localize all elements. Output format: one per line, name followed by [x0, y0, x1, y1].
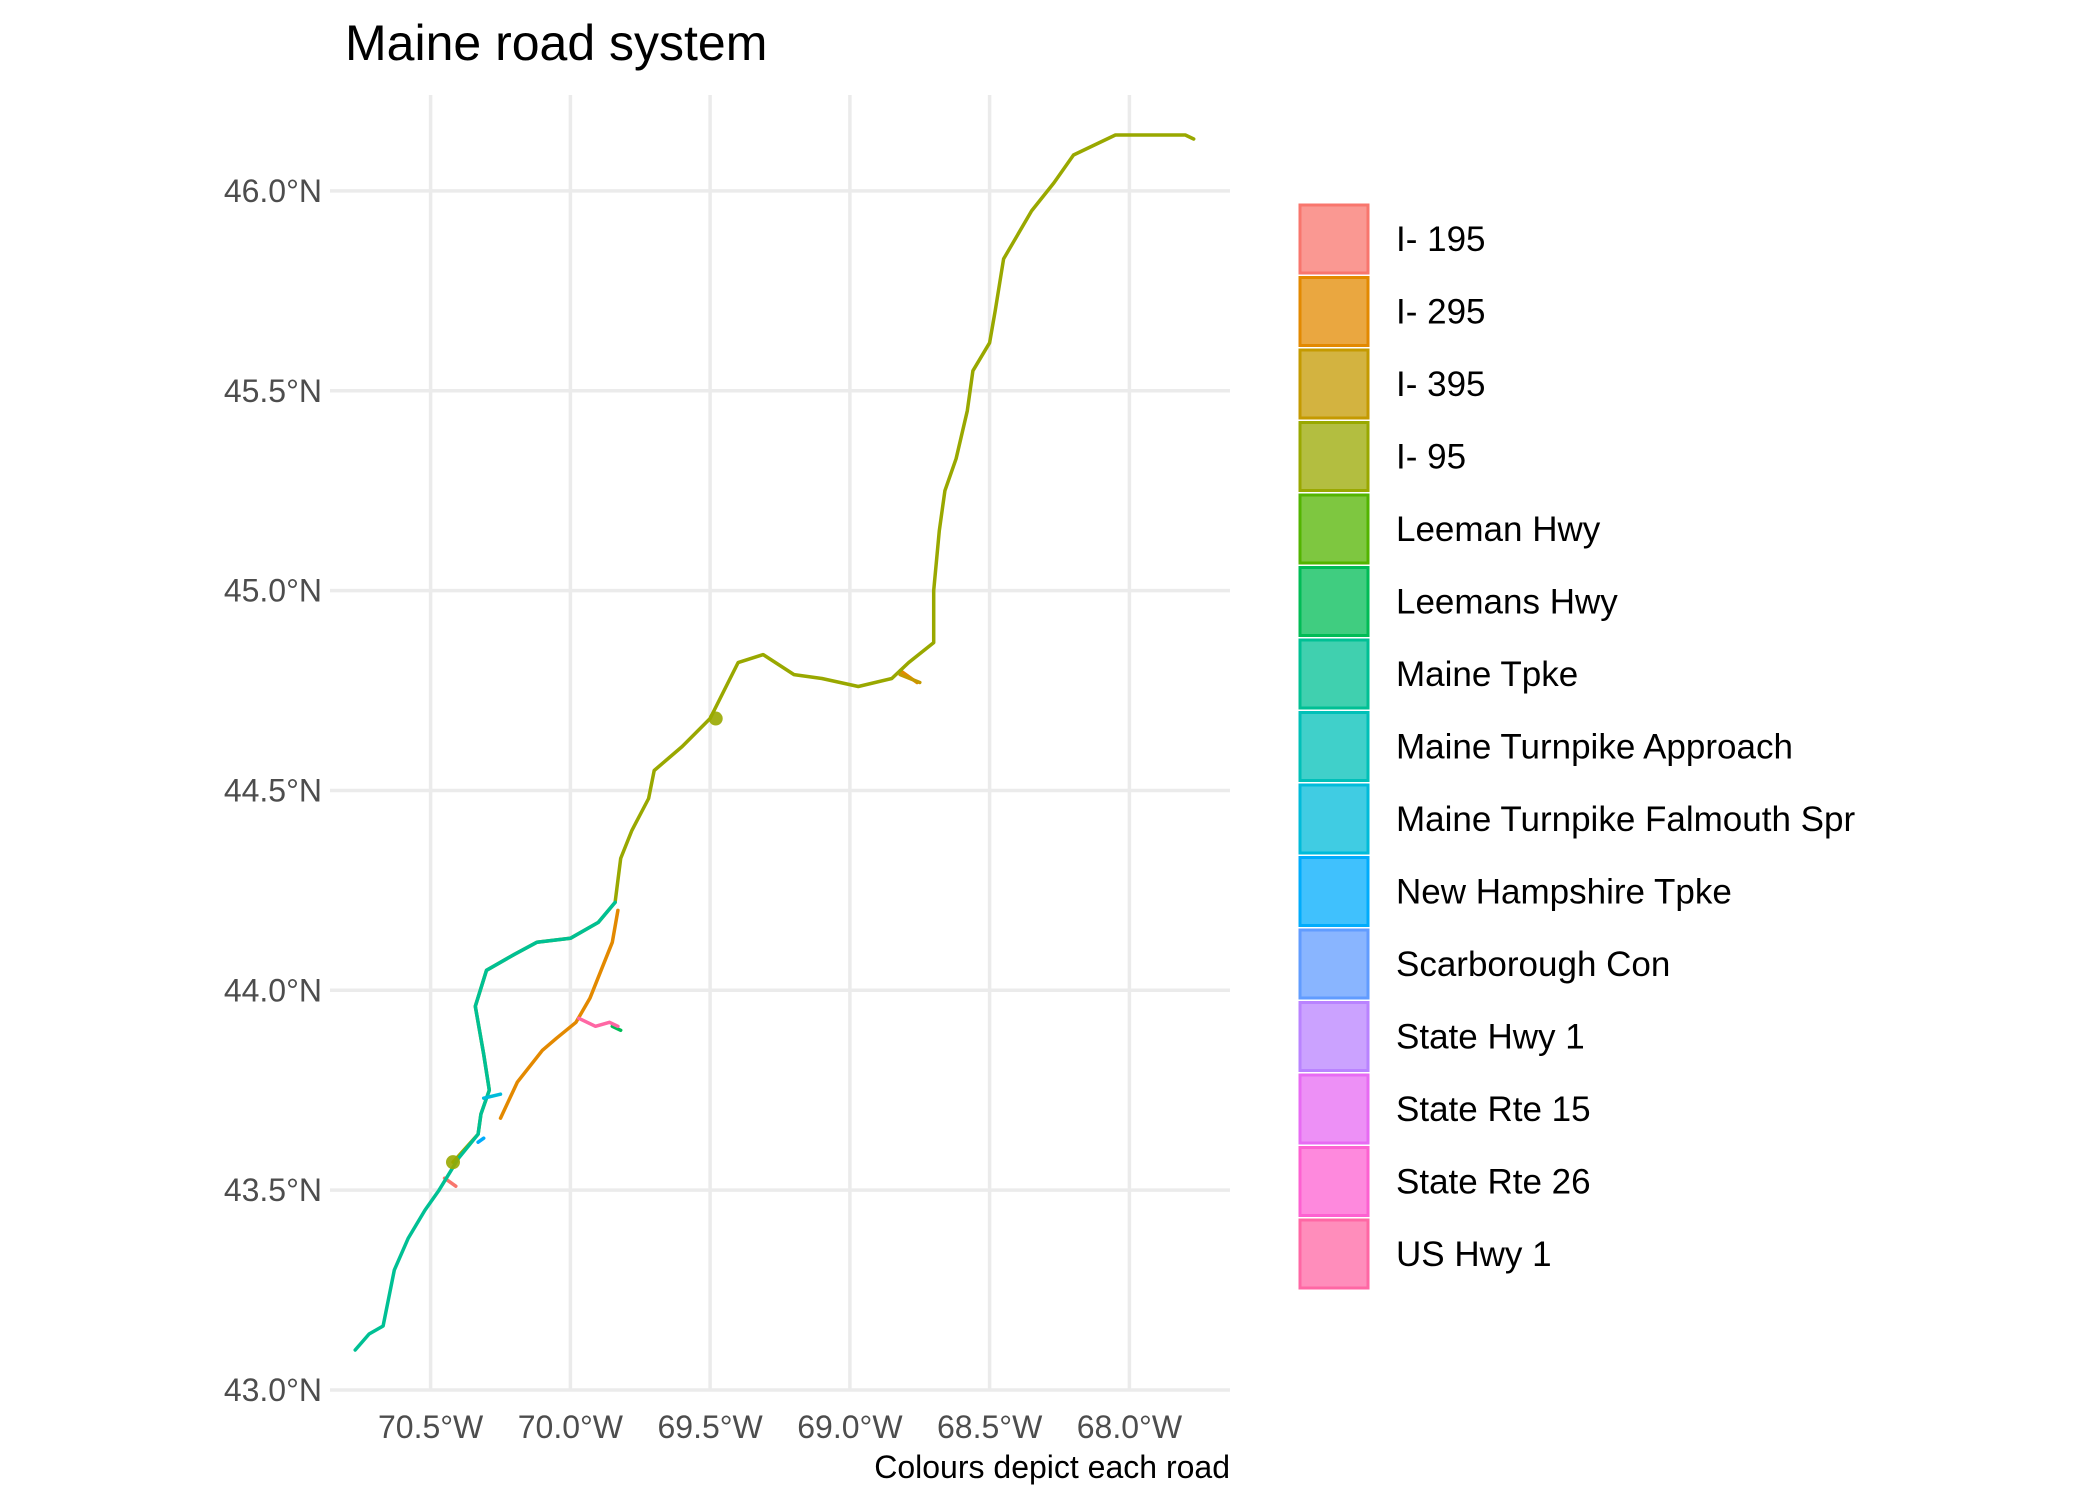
- legend-key: [1298, 711, 1370, 782]
- legend-key: [1298, 1146, 1370, 1217]
- x-tick-label: 70.5°W: [378, 1409, 484, 1445]
- road-line: [451, 133, 1196, 1164]
- y-tick-label: 43.5°N: [224, 1172, 322, 1208]
- legend-label: State Rte 15: [1396, 1090, 1591, 1129]
- x-tick-label: 68.0°W: [1077, 1409, 1183, 1445]
- y-gridlines: [330, 189, 1230, 1392]
- legend: I- 195 I- 295 I- 395 I- 95 Leeman Hwy Leemans…: [1298, 203, 1855, 1290]
- legend-item: State Rte 26: [1298, 1146, 1591, 1217]
- x-gridlines: [428, 95, 1132, 1390]
- x-tick-label: 69.5°W: [657, 1409, 763, 1445]
- road-points: [445, 711, 723, 1170]
- chart-title: Maine road system: [345, 15, 767, 71]
- legend-label: I- 195: [1396, 220, 1486, 259]
- road-line: [898, 672, 922, 685]
- legend-key: [1298, 928, 1370, 1000]
- legend-label: I- 295: [1396, 293, 1486, 332]
- legend-key: [1298, 1001, 1370, 1072]
- y-tick-label: 46.0°N: [224, 173, 322, 209]
- legend-key: [1298, 348, 1370, 420]
- legend-item: I- 295: [1298, 276, 1486, 347]
- x-tick-label: 70.0°W: [518, 1409, 624, 1445]
- legend-key: [1298, 203, 1370, 275]
- legend-item: State Rte 15: [1298, 1073, 1591, 1145]
- x-tick-label: 68.5°W: [937, 1409, 1043, 1445]
- road-line: [577, 1016, 620, 1029]
- legend-item: I- 95: [1298, 421, 1466, 492]
- y-tick-label: 44.0°N: [224, 972, 322, 1008]
- legend-label: Maine Turnpike Falmouth Spr: [1396, 800, 1855, 839]
- y-tick-label: 43.0°N: [224, 1372, 322, 1408]
- road-point: [708, 711, 723, 726]
- road-line: [476, 1136, 486, 1144]
- y-tick-label: 45.0°N: [224, 573, 322, 609]
- legend-item: I- 195: [1298, 203, 1486, 275]
- y-tick-labels: 43.0°N 43.5°N 44.0°N 44.5°N 45.0°N 45.5°N 46.0…: [224, 173, 322, 1408]
- road-line: [481, 1092, 503, 1100]
- legend-item: Maine Turnpike Approach: [1298, 711, 1793, 782]
- legend-label: State Hwy 1: [1396, 1018, 1585, 1057]
- y-tick-label: 45.5°N: [224, 373, 322, 409]
- legend-label: I- 95: [1396, 438, 1466, 477]
- legend-key: [1298, 783, 1370, 855]
- road-line: [610, 1024, 623, 1033]
- legend-key: [1298, 638, 1370, 710]
- chart-caption: Colours depict each road: [874, 1449, 1230, 1485]
- legend-label: I- 395: [1396, 365, 1486, 404]
- legend-key: [1298, 1073, 1370, 1145]
- road-point: [445, 1155, 460, 1170]
- x-tick-labels: 70.5°W 70.0°W 69.5°W 69.0°W 68.5°W 68.0°W: [378, 1409, 1183, 1445]
- legend-item: I- 395: [1298, 348, 1486, 420]
- legend-label: US Hwy 1: [1396, 1235, 1552, 1274]
- legend-label: Leemans Hwy: [1396, 583, 1618, 622]
- legend-item: US Hwy 1: [1298, 1218, 1552, 1290]
- legend-key: [1298, 421, 1370, 492]
- road-line: [353, 900, 617, 1352]
- legend-key: [1298, 276, 1370, 347]
- legend-item: Scarborough Con: [1298, 928, 1670, 1000]
- road-lines: [353, 133, 1196, 1352]
- road-line: [498, 908, 620, 1120]
- legend-item: New Hampshire Tpke: [1298, 856, 1732, 927]
- legend-label: State Rte 26: [1396, 1163, 1591, 1202]
- legend-item: State Hwy 1: [1298, 1001, 1585, 1072]
- x-tick-label: 69.0°W: [797, 1409, 903, 1445]
- legend-label: Scarborough Con: [1396, 945, 1670, 984]
- legend-key: [1298, 1218, 1370, 1290]
- legend-item: Maine Tpke: [1298, 638, 1578, 710]
- legend-key: [1298, 493, 1370, 565]
- legend-item: Maine Turnpike Falmouth Spr: [1298, 783, 1855, 855]
- legend-label: Leeman Hwy: [1396, 510, 1601, 549]
- legend-label: New Hampshire Tpke: [1396, 873, 1732, 912]
- legend-item: Leemans Hwy: [1298, 566, 1618, 637]
- y-tick-label: 44.5°N: [224, 772, 322, 808]
- legend-key: [1298, 856, 1370, 927]
- legend-item: Leeman Hwy: [1298, 493, 1601, 565]
- legend-label: Maine Tpke: [1396, 655, 1578, 694]
- legend-label: Maine Turnpike Approach: [1396, 728, 1793, 767]
- legend-key: [1298, 566, 1370, 637]
